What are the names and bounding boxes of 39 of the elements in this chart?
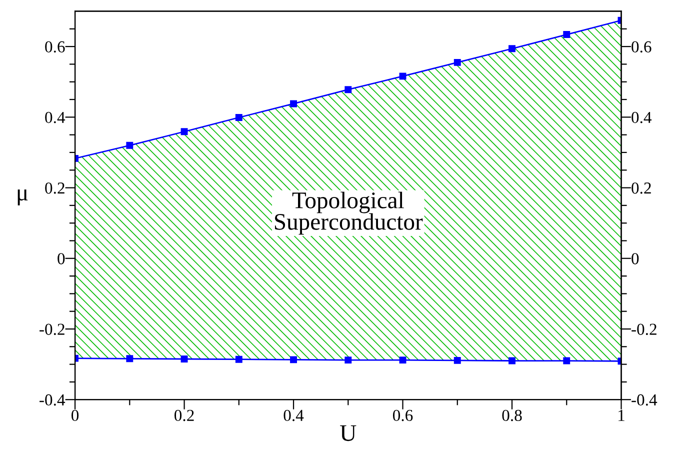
point (290, 100, 297, 108)
point (454, 58, 461, 66)
y-tick-label: 0.2 (45, 182, 64, 194)
x-tick-label: 0.6 (392, 410, 413, 422)
point (563, 31, 570, 38)
x-tick-label: 0.2 (174, 410, 194, 422)
point (344, 356, 352, 364)
point (508, 357, 516, 364)
point (454, 356, 461, 364)
y-axis-title: μ (18, 190, 28, 206)
point (563, 357, 570, 364)
point (126, 142, 134, 149)
y2-tick-label: -0.4 (632, 394, 658, 406)
y2-tick-label: -0.2 (632, 324, 656, 336)
y-tick-label: -0.2 (40, 324, 64, 336)
point (126, 355, 134, 362)
x-axis-title: U (340, 425, 356, 442)
y2-tick-label: 0.6 (632, 41, 652, 53)
point (180, 356, 188, 362)
x-tick-label: 1 (618, 410, 624, 421)
y-tick-label: 0.6 (45, 41, 65, 53)
point (399, 356, 406, 364)
y-tick-label: 0.4 (45, 112, 66, 124)
y-tick-label: -0.4 (40, 394, 66, 406)
point (235, 356, 242, 363)
y2-tick-label: 0 (632, 253, 639, 264)
point (180, 128, 188, 136)
annotation: Topological Superconductor (274, 192, 423, 235)
point (508, 45, 516, 52)
point (344, 86, 352, 94)
x-tick-label: 0 (72, 410, 79, 422)
point (235, 114, 242, 121)
x-tick-label: 0.4 (284, 410, 304, 422)
y2-tick-label: 0.2 (632, 182, 651, 194)
x-tick-label: 0.8 (502, 410, 522, 422)
y-tick-label: 0 (58, 253, 65, 264)
point (290, 356, 297, 364)
point (399, 72, 406, 80)
y2-tick-label: 0.4 (632, 112, 652, 124)
